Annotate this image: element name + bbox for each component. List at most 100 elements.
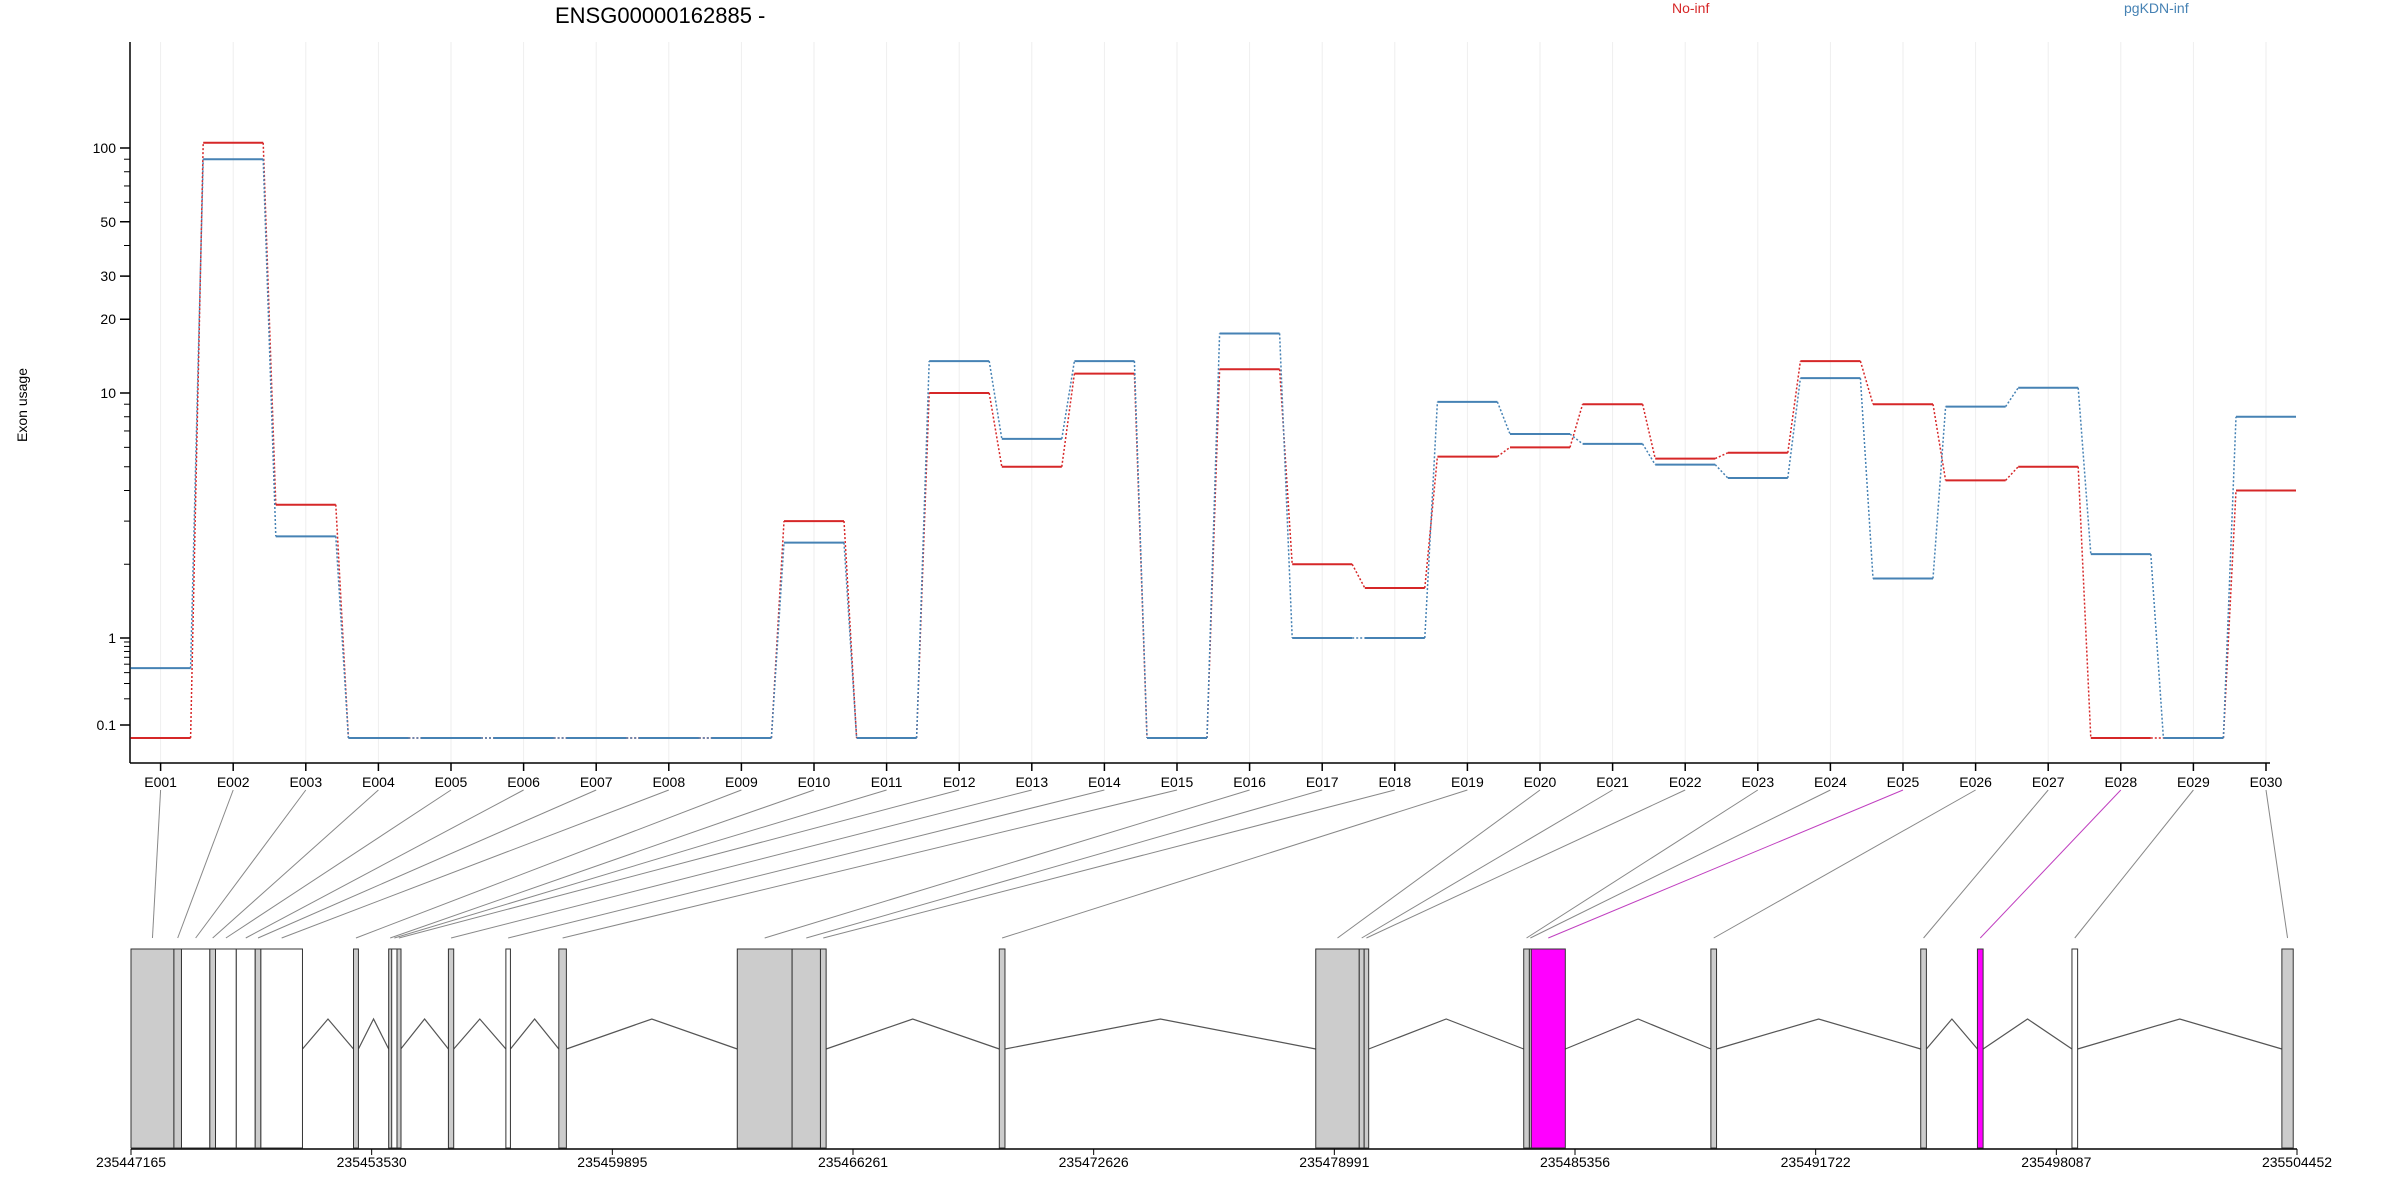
mapping-line-e005 [225,789,452,939]
series-connector [2077,387,2092,555]
x-tick-label-e006: E006 [507,774,540,790]
intron-line [1925,1018,1978,1050]
x-tick-label-e011: E011 [871,774,903,790]
exon-box-e006 [235,948,256,1149]
exon-box-e021 [1358,948,1365,1149]
x-tick-label-e016: E016 [1233,774,1266,790]
series-connector [1932,404,1947,481]
mapping-line-e004 [212,789,379,939]
series-connector [1714,464,1729,479]
series-connector [1714,452,1729,460]
exon-box-e014 [505,948,511,1149]
mapping-line-e012 [398,789,960,939]
mapping-line-e003 [195,789,307,939]
series-connector [988,392,1003,467]
gene-axis-label: 235472626 [1059,1154,1129,1170]
gene-axis-label: 235459895 [577,1154,647,1170]
mapping-line-e019 [1001,789,1468,939]
y-tick-label: 10 [100,385,116,401]
y-tick-label: 1 [108,630,116,646]
mapping-line-e014 [508,789,1105,939]
exon-box-e008 [260,948,303,1149]
y-tick-label: 50 [100,214,116,230]
exon-box-e022 [1363,948,1370,1149]
exon-box-e009 [353,948,359,1149]
intron-line [1982,1018,2073,1050]
series-connector [1641,443,1656,466]
series-connector [1278,333,1293,639]
x-tick-label-e010: E010 [798,774,831,790]
series-connector [1424,401,1439,639]
mapping-line-e006 [245,789,524,939]
x-tick-label-e001: E001 [144,774,177,790]
mapping-line-e025 [1548,789,1904,939]
y-tick-label: 0.1 [97,717,117,733]
series-connector [1569,404,1584,448]
series-connector [1133,373,1148,739]
y-axis-label: Exon usage [14,368,30,442]
intron-line [566,1018,738,1050]
mapping-line-e008 [281,789,669,939]
exon-box-e023 [1523,948,1530,1149]
exon-box-e017 [791,948,821,1149]
x-tick-label-e025: E025 [1887,774,1920,790]
x-tick-label-e002: E002 [217,774,250,790]
x-tick-label-e021: E021 [1596,774,1629,790]
mapping-line-e016 [764,789,1250,939]
series-connector [1859,360,1874,405]
exon-box-e012 [396,948,402,1149]
series-connector [843,542,858,739]
x-tick-label-e026: E026 [1959,774,1992,790]
x-tick-label-e027: E027 [2032,774,2065,790]
mapping-line-e010 [390,789,815,939]
intron-line [1004,1018,1316,1050]
intron-line [509,1018,560,1050]
exon-box-e005 [215,948,237,1149]
exon-box-e019 [998,948,1006,1149]
legend-entry-pgkdn-inf: pgKDN-inf [2124,0,2189,16]
series-connector [1061,360,1076,439]
mapping-line-e011 [394,789,887,939]
intron-line [400,1018,449,1050]
exon-box-e004 [209,948,217,1149]
gene-axis-label: 235447165 [96,1154,166,1170]
x-tick-label-e028: E028 [2104,774,2137,790]
x-tick-label-e023: E023 [1741,774,1774,790]
intron-line [1716,1018,1921,1050]
intron-line [302,1018,354,1050]
legend-entry-no-inf: No-inf [1672,0,1709,16]
x-tick-label-e004: E004 [362,774,395,790]
gene-axis-label: 235466261 [818,1154,888,1170]
series-connector [1787,378,1802,479]
x-tick-label-e029: E029 [2177,774,2210,790]
mapping-line-e030 [2265,789,2289,939]
mapping-line-e009 [355,789,742,939]
series-connector [1424,456,1439,589]
x-tick-label-e020: E020 [1524,774,1557,790]
exon-box-e016 [736,948,793,1149]
series-connector [2004,387,2019,408]
mapping-line-e027 [1923,789,2049,939]
intron-line [1368,1018,1524,1050]
x-tick-label-e024: E024 [1814,774,1847,790]
chart-title: ENSG00000162885 - [555,3,765,28]
series-connector [1351,563,1366,589]
exon-box-e027 [1920,948,1927,1149]
series-connector [1206,333,1221,739]
exon-box-e026 [1710,948,1718,1149]
exon-mapping-lines [151,789,2289,939]
exon-box-e002 [173,948,182,1149]
mapping-line-e026 [1713,789,1976,939]
mapping-line-e002 [177,789,234,939]
series-connector [2005,466,2019,481]
series-connector [915,361,930,739]
x-tick-label-e014: E014 [1088,774,1121,790]
series-connector [1859,378,1874,579]
series-connector [988,360,1003,439]
series-connector [189,142,204,739]
series-connector [262,142,277,505]
exon-box-e007 [254,948,262,1149]
x-tick-label-e007: E007 [580,774,613,790]
series-connector [335,536,350,739]
